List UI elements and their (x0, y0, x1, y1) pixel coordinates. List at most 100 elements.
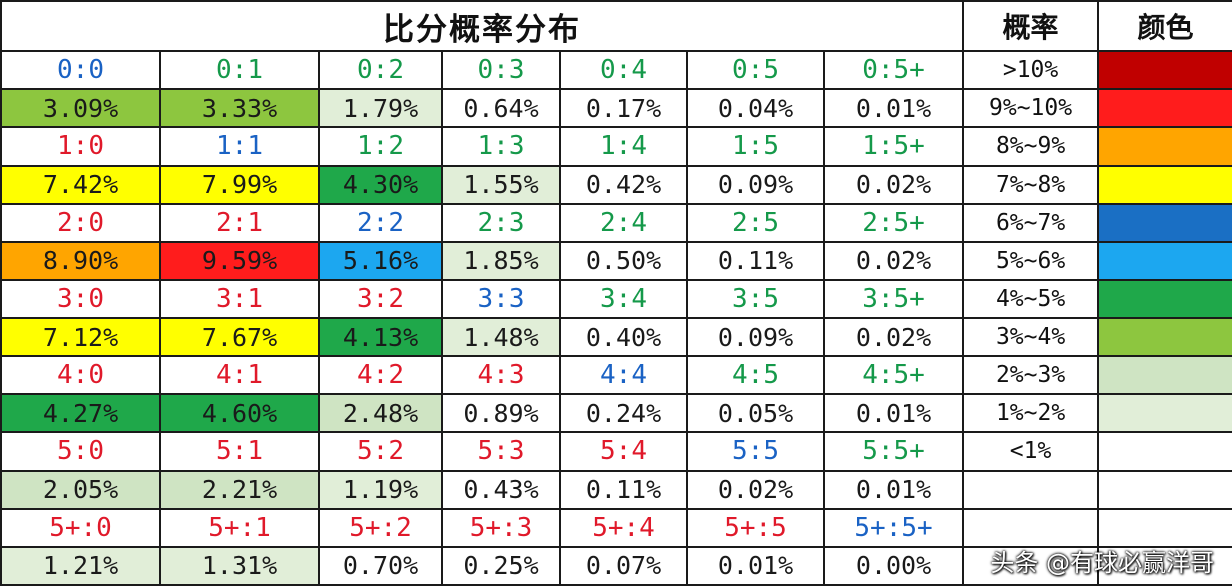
probability-cell: 1.21% (0, 545, 161, 586)
score-cell: 5:3 (441, 431, 561, 472)
score-row: 1:0 1:1 1:2 1:3 1:4 1:5 1:5+ 8%~9% (0, 126, 1232, 167)
score-cell: 5+:4 (559, 507, 688, 548)
score-cell: 0:5 (686, 50, 825, 91)
probability-cell: 4.27% (0, 393, 161, 434)
probability-cell: 1.31% (159, 545, 320, 586)
legend-range: 5%~6% (962, 240, 1100, 281)
score-row: 3:0 3:1 3:2 3:3 3:4 3:5 3:5+ 4%~5% (0, 278, 1232, 320)
score-cell: 1:3 (441, 126, 561, 167)
table-title: 比分概率分布 (0, 0, 965, 53)
probability-cell: 8.90% (0, 240, 161, 281)
probability-cell: 0.05% (686, 393, 825, 434)
probability-cell: 2.48% (318, 393, 443, 434)
legend-range: 7%~8% (962, 164, 1100, 205)
score-cell: 4:1 (159, 355, 320, 396)
color-header: 颜色 (1097, 0, 1232, 53)
probability-cell: 3.33% (159, 88, 320, 129)
probability-cell: 0.43% (441, 469, 561, 510)
score-cell: 5:0 (0, 431, 161, 472)
legend-color-swatch (1097, 317, 1232, 358)
score-cell: 1:0 (0, 126, 161, 167)
probability-cell: 0.40% (559, 317, 688, 358)
probability-cell: 0.02% (822, 317, 965, 358)
probability-cell: 7.99% (159, 164, 320, 205)
score-row: 5+:0 5+:1 5+:2 5+:3 5+:4 5+:5 5+:5+ (0, 507, 1232, 548)
watermark: 头条 @有球必赢洋哥 (990, 549, 1214, 577)
legend-color-swatch (1097, 164, 1232, 205)
probability-cell: 0.01% (822, 393, 965, 434)
score-cell: 2:2 (318, 202, 443, 243)
score-row: 0:0 0:1 0:2 0:3 0:4 0:5 0:5+ >10% (0, 50, 1232, 91)
probability-cell: 0.02% (822, 240, 965, 281)
legend-range: >10% (962, 50, 1100, 91)
probability-cell: 0.01% (822, 88, 965, 129)
score-cell: 0:1 (159, 50, 320, 91)
probability-cell: 0.02% (822, 164, 965, 205)
probability-cell: 2.05% (0, 469, 161, 510)
legend-range: 4%~5% (962, 278, 1100, 320)
score-cell: 2:4 (559, 202, 688, 243)
score-cell: 4:5 (686, 355, 825, 396)
probability-row: 2.05% 2.21% 1.19% 0.43% 0.11% 0.02% 0.01% (0, 469, 1232, 510)
legend-range: <1% (962, 431, 1100, 472)
score-cell: 5:2 (318, 431, 443, 472)
score-cell: 3:3 (441, 278, 561, 320)
probability-cell: 0.02% (686, 469, 825, 510)
score-cell: 5:4 (559, 431, 688, 472)
score-cell: 4:3 (441, 355, 561, 396)
probability-row: 8.90% 9.59% 5.16% 1.85% 0.50% 0.11% 0.02% 5%~6% (0, 240, 1232, 281)
legend-range: 9%~10% (962, 88, 1100, 129)
legend-color-swatch (1097, 431, 1232, 472)
score-cell: 0:4 (559, 50, 688, 91)
probability-cell: 2.21% (159, 469, 320, 510)
probability-cell: 0.11% (686, 240, 825, 281)
score-cell: 3:1 (159, 278, 320, 320)
legend-color-swatch (1097, 278, 1232, 320)
probability-cell: 0.25% (441, 545, 561, 586)
legend-color-swatch (1097, 469, 1232, 510)
legend-color-swatch (1097, 507, 1232, 548)
legend-color-swatch (1097, 393, 1232, 434)
legend-range (962, 507, 1100, 548)
score-cell: 4:0 (0, 355, 161, 396)
score-cell: 3:5+ (822, 278, 965, 320)
probability-cell: 0.09% (686, 317, 825, 358)
probability-cell: 0.64% (441, 88, 561, 129)
score-cell: 4:4 (559, 355, 688, 396)
score-cell: 2:5+ (822, 202, 965, 243)
legend-range (962, 469, 1100, 510)
probability-cell: 7.67% (159, 317, 320, 358)
probability-cell: 0.89% (441, 393, 561, 434)
probability-cell: 0.01% (686, 545, 825, 586)
score-cell: 4:5+ (822, 355, 965, 396)
probability-row: 7.12% 7.67% 4.13% 1.48% 0.40% 0.09% 0.02% 3%~4% (0, 317, 1232, 358)
score-row: 5:0 5:1 5:2 5:3 5:4 5:5 5:5+ <1% (0, 431, 1232, 472)
score-cell: 5+:2 (318, 507, 443, 548)
score-cell: 5:5 (686, 431, 825, 472)
probability-cell: 0.00% (822, 545, 965, 586)
probability-cell: 1.79% (318, 88, 443, 129)
probability-cell: 1.85% (441, 240, 561, 281)
probability-cell: 0.24% (559, 393, 688, 434)
probability-cell: 0.50% (559, 240, 688, 281)
probability-cell: 0.09% (686, 164, 825, 205)
probability-cell: 0.01% (822, 469, 965, 510)
probability-cell: 4.30% (318, 164, 443, 205)
score-cell: 5+:3 (441, 507, 561, 548)
probability-cell: 0.42% (559, 164, 688, 205)
score-cell: 1:5 (686, 126, 825, 167)
score-cell: 0:3 (441, 50, 561, 91)
legend-color-swatch (1097, 202, 1232, 243)
probability-cell: 1.48% (441, 317, 561, 358)
legend-color-swatch (1097, 355, 1232, 396)
score-cell: 2:0 (0, 202, 161, 243)
probability-cell: 1.19% (318, 469, 443, 510)
probability-cell: 9.59% (159, 240, 320, 281)
probability-cell: 4.13% (318, 317, 443, 358)
score-cell: 0:5+ (822, 50, 965, 91)
probability-row: 7.42% 7.99% 4.30% 1.55% 0.42% 0.09% 0.02% 7%~8% (0, 164, 1232, 205)
score-cell: 1:4 (559, 126, 688, 167)
score-cell: 5+:0 (0, 507, 161, 548)
probability-row: 4.27% 4.60% 2.48% 0.89% 0.24% 0.05% 0.01% 1%~2% (0, 393, 1232, 434)
